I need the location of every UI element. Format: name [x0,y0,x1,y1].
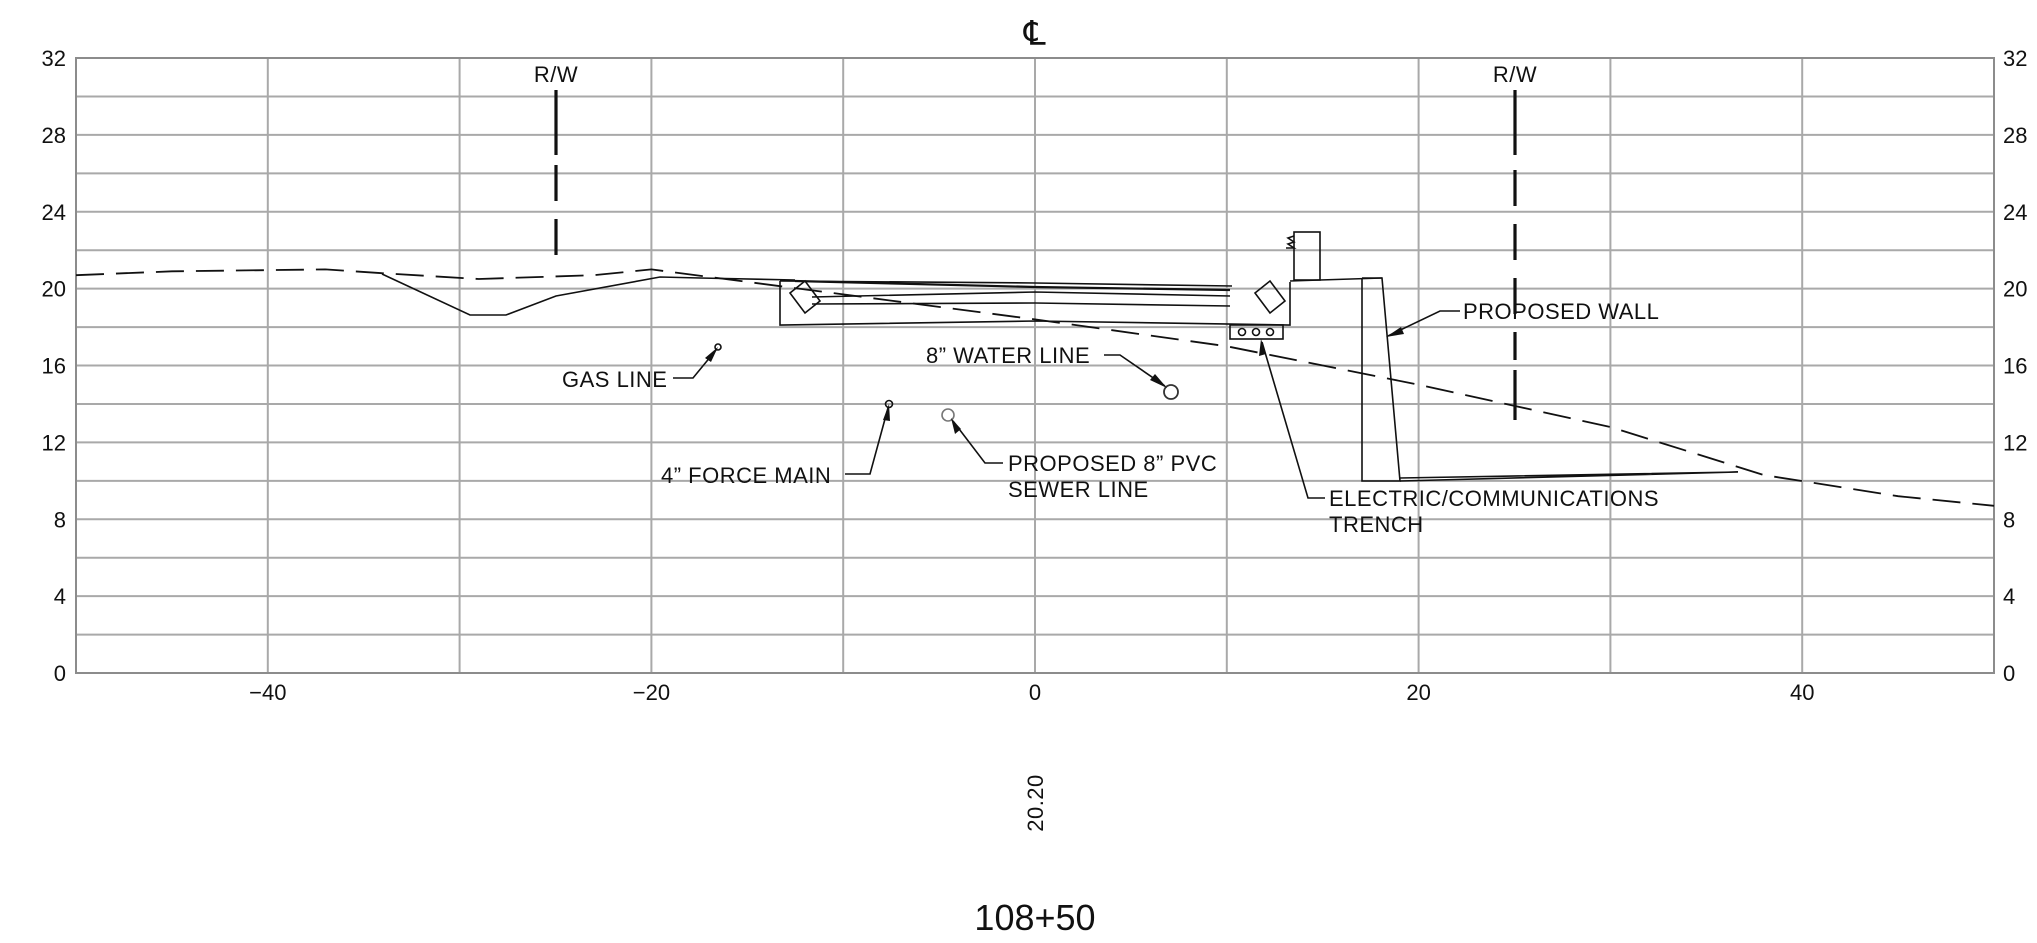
left-ditch-profile [381,273,796,316]
existing-ground-line [75,268,1995,507]
y-tick-label: 8 [54,507,66,532]
sewer-line-label-1: PROPOSED 8” PVC [1008,451,1217,476]
x-tick-label: −20 [633,680,670,705]
y-tick-label: 12 [42,430,66,455]
right-of-way-right: R/W [1493,62,1537,420]
y-tick-label: 20 [42,277,66,302]
y-tick-label: 8 [2003,507,2015,532]
y-tick-label: 0 [54,661,66,686]
x-tick-label: 40 [1790,680,1814,705]
svg-text:R/W: R/W [534,62,578,87]
proposed-wall-label: PROPOSED WALL [1463,299,1659,324]
y-tick-label: 28 [2003,123,2027,148]
right-of-way-left: R/W [534,62,578,262]
elevation-value: 20.20 [1023,774,1048,832]
station-label: 108+50 [974,897,1095,938]
y-tick-label: 32 [2003,46,2027,71]
y-tick-label: 12 [2003,430,2027,455]
trench-label-2: TRENCH [1329,512,1424,537]
gas-line-label: GAS LINE [562,367,667,392]
y-tick-label: 4 [54,584,66,609]
sewer-line-marker [941,408,955,422]
y-tick-label: 16 [42,354,66,379]
force-main-label: 4” FORCE MAIN [661,463,831,488]
pavement-section [779,279,1291,340]
y-tick-label: 24 [2003,200,2027,225]
x-tick-label: 0 [1029,680,1041,705]
trench-label-1: ELECTRIC/COMMUNICATIONS [1329,486,1659,511]
y-tick-label: 32 [42,46,66,71]
centerline-symbol: ℄ [1023,15,1046,53]
y-tick-label: 16 [2003,354,2027,379]
plot-frame [75,57,1995,674]
gas-line-marker [714,343,722,351]
y-tick-label: 0 [2003,661,2015,686]
y-axis-ticks-right: 0 4 8 12 16 20 24 28 32 [2003,46,2027,686]
water-line-label: 8” WATER LINE [926,343,1090,368]
y-tick-label: 24 [42,200,66,225]
svg-text:R/W: R/W [1493,62,1537,87]
proposed-wall [1361,277,1739,482]
y-tick-label: 28 [42,123,66,148]
x-axis-ticks: −40 −20 0 20 40 [249,680,1814,705]
x-tick-label: 20 [1406,680,1430,705]
water-line-marker [1163,384,1179,400]
y-tick-label: 20 [2003,277,2027,302]
x-tick-label: −40 [249,680,286,705]
y-tick-label: 4 [2003,584,2015,609]
y-axis-ticks-left: 0 4 8 12 16 20 24 28 32 [42,46,66,686]
sidewalk-barrier [1286,231,1383,282]
leaders [673,310,1460,499]
sewer-line-label-2: SEWER LINE [1008,477,1149,502]
